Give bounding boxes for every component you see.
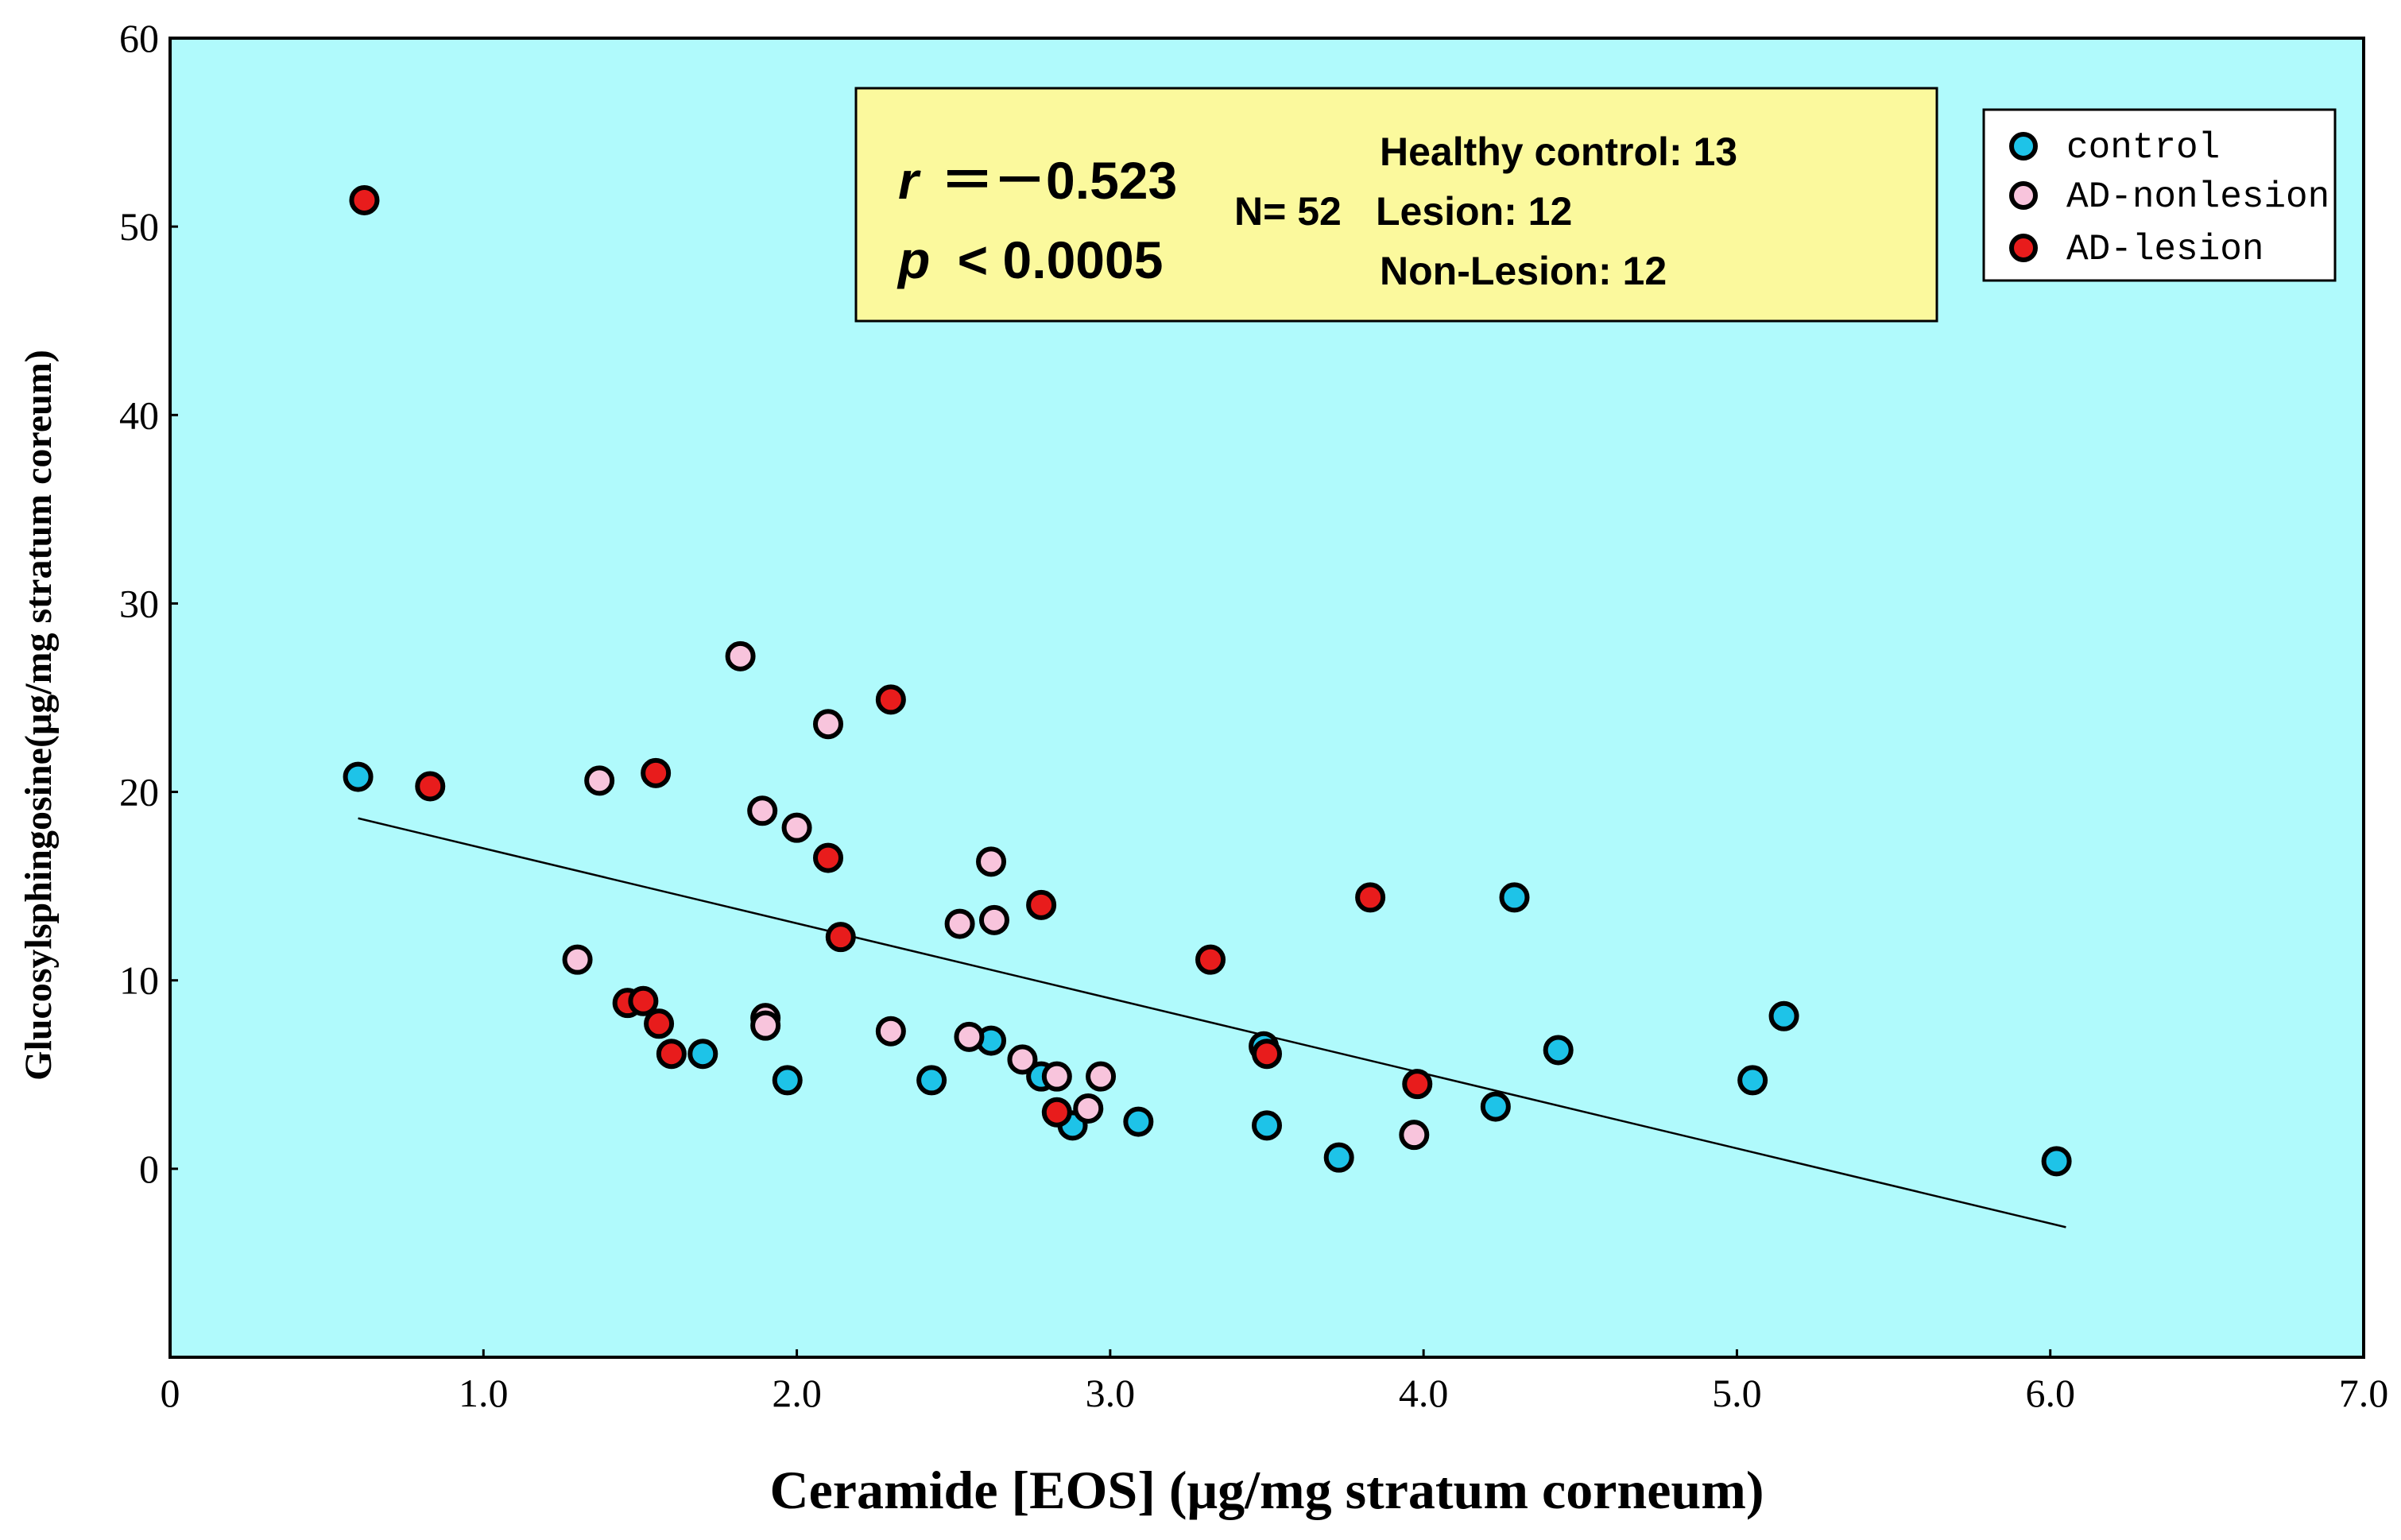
data-point-ad-lesion — [1041, 1097, 1072, 1128]
y-tick-label: 0 — [139, 1147, 159, 1191]
y-tick-label: 30 — [119, 581, 159, 625]
y-tick-label: 60 — [119, 16, 159, 60]
data-point-ad-lesion — [349, 184, 380, 215]
data-point-control — [1480, 1091, 1511, 1122]
data-point-control — [1499, 882, 1530, 913]
x-tick-label: 0 — [161, 1371, 180, 1415]
data-point-ad-lesion — [1355, 882, 1386, 913]
data-point-ad-nonlesion — [813, 709, 843, 740]
stats-healthy-count: Healthy control: 13 — [1380, 130, 1737, 174]
data-point-control — [1768, 1000, 1799, 1031]
data-point-ad-lesion — [875, 684, 906, 715]
data-point-ad-lesion — [813, 842, 843, 873]
data-point-ad-nonlesion — [1007, 1044, 1038, 1075]
x-tick-label: 2.0 — [772, 1371, 822, 1415]
r-label: r — [898, 151, 921, 210]
legend-label-ad-nonlesion: AD-nonlesion — [2066, 176, 2329, 218]
legend-marker-ad-lesion — [2009, 234, 2038, 262]
y-tick-label: 50 — [119, 204, 159, 249]
x-tick-label: 4.0 — [1399, 1371, 1449, 1415]
data-point-ad-lesion — [641, 757, 672, 788]
data-point-control — [1737, 1065, 1768, 1096]
data-point-control — [343, 761, 374, 792]
x-axis-title: Ceramide [EOS] (μg/mg stratum corneum) — [770, 1460, 1764, 1520]
y-tick-label: 10 — [119, 958, 159, 1003]
data-point-ad-nonlesion — [944, 908, 975, 939]
stats-nonlesion-count: Non-Lesion: 12 — [1380, 249, 1667, 293]
data-point-control — [772, 1065, 803, 1096]
data-point-ad-nonlesion — [725, 640, 756, 671]
legend-marker-control — [2009, 132, 2038, 161]
x-tick-label: 3.0 — [1086, 1371, 1136, 1415]
data-point-ad-lesion — [1402, 1069, 1433, 1100]
data-point-control — [1252, 1110, 1282, 1141]
p-value: < 0.0005 — [958, 230, 1164, 289]
regression-line — [358, 817, 2066, 1229]
data-point-ad-nonlesion — [1073, 1093, 1104, 1124]
data-point-ad-lesion — [656, 1039, 687, 1070]
data-point-control — [2041, 1146, 2072, 1177]
x-tick-label: 5.0 — [1712, 1371, 1762, 1415]
stats-n: N= 52 — [1234, 189, 1342, 234]
data-point-ad-lesion — [628, 985, 659, 1016]
stats-p: p < 0.0005 — [897, 230, 1163, 289]
data-point-ad-lesion — [825, 922, 856, 953]
y-tick-label: 20 — [119, 770, 159, 814]
data-point-control — [916, 1065, 947, 1096]
data-point-ad-nonlesion — [1399, 1120, 1430, 1151]
data-point-ad-nonlesion — [976, 846, 1007, 877]
legend-marker-ad-nonlesion — [2009, 181, 2038, 210]
data-point-ad-nonlesion — [954, 1021, 985, 1052]
legend-label-ad-lesion: AD-lesion — [2066, 229, 2264, 270]
data-point-ad-nonlesion — [1041, 1061, 1072, 1092]
data-point-ad-nonlesion — [584, 765, 615, 796]
stats-lesion-count: Lesion: 12 — [1376, 189, 1572, 234]
x-tick-label: 1.0 — [459, 1371, 509, 1415]
x-tick-label: 6.0 — [2025, 1371, 2075, 1415]
stats-r: r ＝－0.523 — [898, 151, 1177, 210]
y-axis-title: Glucosylsphingosine(μg/mg stratum coreum… — [17, 350, 60, 1081]
data-point-ad-nonlesion — [781, 812, 812, 843]
legend-box — [1982, 108, 2337, 282]
stats-box — [854, 87, 1938, 323]
y-tick-label: 40 — [119, 393, 159, 437]
data-point-ad-nonlesion — [747, 795, 778, 826]
data-point-control — [1543, 1035, 1574, 1066]
data-point-control — [1323, 1142, 1354, 1173]
data-point-ad-lesion — [1195, 944, 1226, 975]
data-point-ad-lesion — [415, 771, 446, 802]
axis-ticks: 0 1.0 2.0 3.0 4.0 5.0 6.0 7.0 0 10 20 30 40 50 60 — [119, 16, 2388, 1415]
data-point-control — [687, 1039, 718, 1070]
x-tick-label: 7.0 — [2339, 1371, 2389, 1415]
data-point-ad-lesion — [1252, 1039, 1282, 1070]
data-point-ad-lesion — [1026, 889, 1057, 920]
data-point-ad-nonlesion — [1086, 1061, 1117, 1092]
data-point-control — [1123, 1106, 1154, 1137]
data-point-ad-nonlesion — [978, 904, 1009, 935]
data-point-ad-nonlesion — [562, 944, 593, 975]
p-label: p — [897, 230, 930, 289]
data-point-ad-nonlesion — [750, 1010, 781, 1041]
data-points — [343, 184, 2072, 1177]
data-point-ad-lesion — [644, 1008, 675, 1039]
r-value: ＝－0.523 — [941, 151, 1177, 210]
data-point-ad-nonlesion — [875, 1016, 906, 1047]
legend-label-control: control — [2066, 127, 2220, 168]
